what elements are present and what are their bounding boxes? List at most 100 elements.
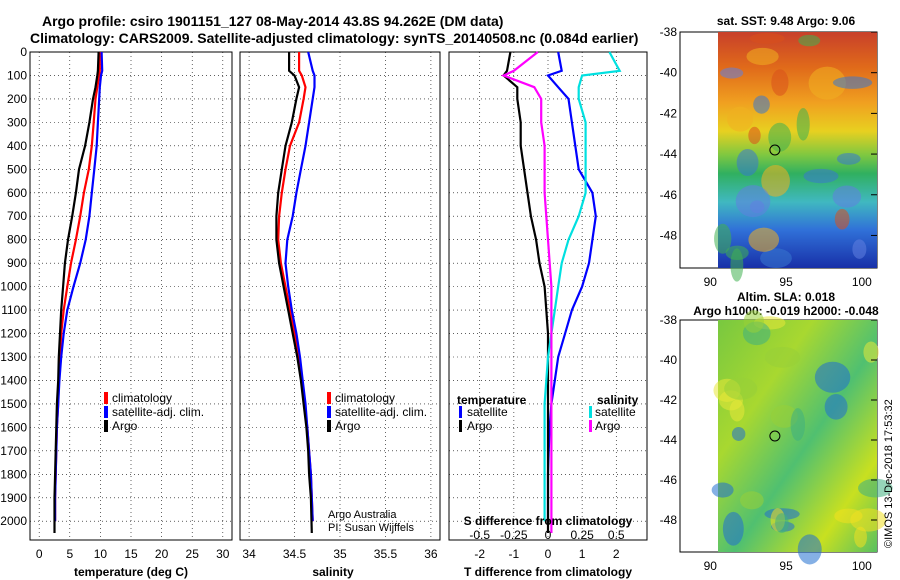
map-x-tick-label: 100	[852, 559, 872, 573]
map-y-tick-label: -42	[660, 393, 678, 407]
x-tick-label: -2	[474, 547, 485, 561]
map-texture-patch	[790, 408, 806, 441]
legend-swatch-satellite	[104, 406, 108, 418]
map-texture-patch	[771, 69, 789, 96]
x-tick-label: 5	[66, 547, 73, 561]
temperature-xlabel: temperature (deg C)	[74, 565, 188, 579]
map-texture-patch	[808, 66, 846, 100]
difference-series-group	[500, 51, 622, 533]
y-tick-label: 200	[7, 92, 27, 106]
map-texture-patch	[724, 377, 758, 400]
series-line-s-argo	[500, 51, 553, 533]
x-tick-label: 0	[36, 547, 43, 561]
map-y-tick-label: -46	[660, 473, 678, 487]
y-tick-label: 1400	[0, 373, 27, 387]
map-texture-patch	[803, 168, 839, 184]
map-x-tick-label: 90	[704, 275, 718, 289]
y-tick-label: 1000	[0, 280, 27, 294]
sla-argo-location-marker	[769, 430, 781, 442]
diff-legend-label-s-satellite: satellite	[595, 405, 636, 419]
map-y-tick-label: -42	[660, 106, 678, 120]
salinity-series-group	[275, 51, 316, 534]
map-texture-patch	[858, 478, 893, 498]
sst-map-ticks: 90 95 100 -38 -40 -42 -44 -46 -48	[660, 25, 877, 289]
s-x-tick-label: 0.5	[608, 528, 625, 542]
map-y-tick-label: -38	[660, 25, 678, 39]
sst-argo-location-marker	[769, 144, 781, 156]
map-texture-patch	[852, 239, 867, 259]
y-tick-label: 1300	[0, 350, 27, 364]
sst-map-panel: sat. SST: 9.48 Argo: 9.06 90 95 100 -38 -40 -…	[660, 14, 878, 289]
x-tick-label: 1	[579, 547, 586, 561]
difference-legend: temperature satellite Argo salinity sate…	[457, 393, 639, 433]
map-x-tick-label: 100	[852, 275, 872, 289]
map-y-tick-label: -38	[660, 313, 678, 327]
s-x-tick-label: 0.25	[570, 528, 594, 542]
x-tick-label: -1	[509, 547, 520, 561]
sal-legend-label-climatology: climatology	[335, 391, 395, 405]
temperature-series-group	[53, 51, 104, 533]
map-y-tick-label: -44	[660, 147, 678, 161]
s-x-tick-label: -0.25	[500, 528, 528, 542]
header-line2: Climatology: CARS2009. Satellite-adjuste…	[30, 30, 638, 46]
legend-title-temperature: temperature	[457, 393, 527, 407]
y-tick-label: 1700	[0, 444, 27, 458]
y-tick-label: 1500	[0, 397, 27, 411]
map-x-tick-label: 90	[704, 559, 718, 573]
sla-map-texture	[711, 310, 893, 565]
sla-map-subtitle: Argo h1000: -0.019 h2000: -0.048	[693, 304, 879, 318]
sal-legend-label-satellite: satellite-adj. clim.	[335, 405, 427, 419]
sal-legend-swatch-argo	[327, 420, 331, 432]
difference-grid	[449, 51, 647, 540]
legend-label-climatology: climatology	[112, 391, 172, 405]
series-line-t-argo	[502, 51, 550, 533]
x-tick-label: 15	[124, 547, 138, 561]
series-line-t-satellite	[546, 51, 597, 522]
map-texture-patch	[832, 185, 862, 208]
sal-legend-swatch-satellite	[327, 406, 331, 418]
map-texture-patch	[749, 33, 785, 44]
x-tick-label: 30	[216, 547, 230, 561]
map-x-tick-label: 95	[779, 559, 793, 573]
legend-swatch-climatology	[104, 392, 108, 404]
map-y-tick-label: -48	[660, 513, 678, 527]
map-y-tick-label: -40	[660, 66, 678, 80]
sst-map-field	[718, 32, 877, 268]
map-texture-patch	[832, 76, 873, 89]
map-texture-patch	[761, 165, 790, 197]
sla-map-panel: Altim. SLA: 0.018 Argo h1000: -0.019 h20…	[660, 290, 893, 573]
map-texture-patch	[714, 223, 732, 254]
sla-map-title: Altim. SLA: 0.018	[737, 290, 835, 304]
y-tick-label: 500	[7, 162, 27, 176]
map-texture-patch	[753, 95, 770, 114]
s-x-tick-label: -0.5	[469, 528, 490, 542]
y-tick-label: 400	[7, 139, 27, 153]
legend-swatch-argo	[104, 420, 108, 432]
diff-legend-swatch-t-argo	[459, 420, 462, 432]
credit-line1: Argo Australia	[328, 509, 397, 521]
map-texture-patch	[740, 491, 764, 510]
map-texture-patch	[746, 47, 779, 66]
y-tick-label: 1200	[0, 327, 27, 341]
series-line-argo	[275, 52, 313, 534]
depth-y-ticks: 0 100 200 300 400 500 600 700 800 900 1000 1100 1200…	[0, 45, 27, 528]
diff-legend-swatch-s-satellite	[589, 406, 592, 418]
salinity-grid	[240, 51, 440, 540]
map-texture-patch	[743, 310, 765, 333]
y-tick-label: 1800	[0, 467, 27, 481]
map-texture-patch	[735, 185, 771, 218]
map-y-tick-label: -48	[660, 228, 678, 242]
map-texture-patch	[748, 126, 761, 145]
difference-x-ticks: -2 -1 0 1 2	[474, 547, 620, 561]
x-tick-label: 35.5	[374, 547, 398, 561]
salinity-x-ticks: 34 34.5 35 35.5 36	[242, 547, 437, 561]
map-texture-patch	[720, 67, 744, 79]
sla-map-ticks: 90 95 100 -38 -40 -42 -44 -46 -48	[660, 313, 877, 573]
map-y-tick-label: -46	[660, 188, 678, 202]
map-texture-patch	[834, 208, 850, 230]
temperature-x-ticks: 0 5 10 15 20 25 30	[36, 547, 230, 561]
map-texture-patch	[722, 511, 744, 546]
salinity-panel: 34 34.5 35 35.5 36 salinity climatology sate…	[239, 51, 441, 579]
map-texture-patch	[850, 508, 887, 532]
